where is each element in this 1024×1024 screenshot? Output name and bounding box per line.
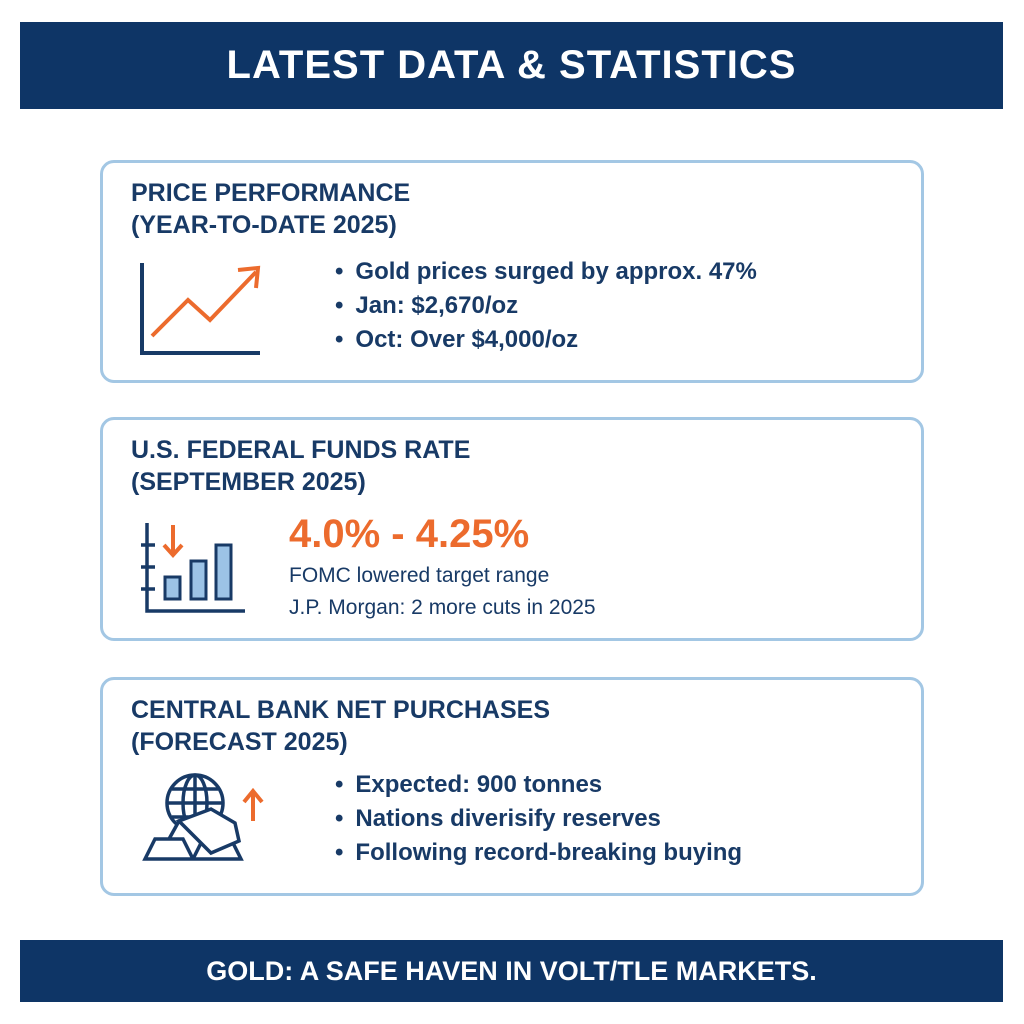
footer-tagline: GOLD: A SAFE HAVEN IN VOLT/TLE MARKETS.: [206, 955, 817, 986]
rate-notes: FOMC lowered target range J.P. Morgan: 2 …: [289, 564, 596, 619]
rate-range-value: 4.0% - 4.25%: [289, 512, 530, 556]
card-title: U.S. FEDERAL FUNDS RATE (SEPTEMBER 2025): [131, 436, 471, 496]
bar-chart-down-icon: [141, 523, 245, 613]
list-item: Nations diverisify reserves: [335, 802, 742, 836]
page-title: LATEST DATA & STATISTICS: [226, 43, 797, 87]
globe-gold-bars-up-icon: [142, 773, 264, 861]
header-banner: LATEST DATA & STATISTICS: [20, 22, 1003, 109]
bullet-list: Expected: 900 tonnes Nations diverisify …: [335, 768, 742, 870]
footer-banner: GOLD: A SAFE HAVEN IN VOLT/TLE MARKETS.: [20, 940, 1003, 1002]
card-price-performance: PRICE PERFORMANCE(YEAR-TO-DATE 2025) Gol…: [100, 160, 924, 383]
list-item: Expected: 900 tonnes: [335, 768, 742, 802]
card-title: PRICE PERFORMANCE (YEAR-TO-DATE 2025): [131, 179, 411, 239]
card-title: CENTRAL BANK NET PURCHASES (FORECAST 2025…: [131, 696, 551, 756]
line-chart-up-icon: [140, 263, 261, 355]
card-federal-funds-rate: U.S. FEDERAL FUNDS RATE (SEPTEMBER 2025) …: [100, 417, 924, 641]
card-central-bank-purchases: CENTRAL BANK NET PURCHASES (FORECAST 2025…: [100, 677, 924, 896]
list-item: Gold prices surged by approx. 47%: [335, 255, 756, 289]
list-item: Following record-breaking buying: [335, 836, 742, 870]
bullet-list: Gold prices surged by approx. 47% Jan: $…: [335, 255, 757, 357]
list-item: Jan: $2,670/oz: [335, 289, 757, 323]
list-item: Oct: Over $4,000/oz: [335, 323, 757, 357]
